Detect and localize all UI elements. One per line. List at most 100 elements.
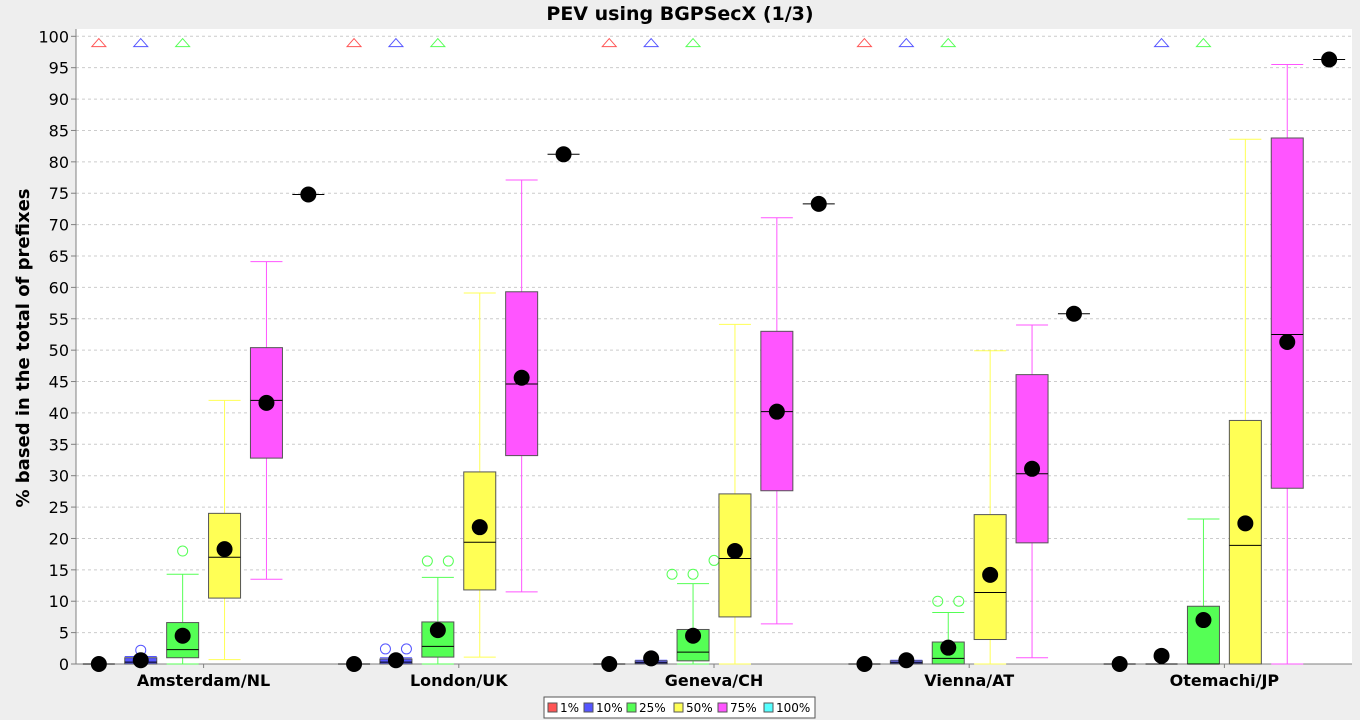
- legend-label: 10%: [596, 701, 623, 715]
- mean-point: [643, 650, 660, 667]
- chart-title: PEV using BGPSecX (1/3): [546, 3, 813, 25]
- mean-point: [174, 627, 191, 644]
- outlier: [666, 568, 678, 580]
- box-100pct-2: [802, 195, 835, 212]
- mean-point: [1153, 647, 1170, 664]
- legend-label: 75%: [730, 701, 757, 715]
- far-outlier: [387, 37, 405, 48]
- legend-label: 25%: [639, 701, 666, 715]
- legend-label: 100%: [776, 701, 810, 715]
- mean-point: [1065, 305, 1082, 322]
- box-50pct-3: [973, 350, 1007, 665]
- box-75pct-2: [760, 217, 794, 625]
- box-1pct-3: [848, 37, 881, 672]
- y-tick-label: 0: [59, 655, 69, 674]
- y-axis-label: % based in the total of prefixes: [13, 188, 34, 507]
- box-100pct-1: [547, 146, 580, 163]
- y-tick-label: 80: [49, 153, 69, 172]
- box-50pct-1: [463, 292, 497, 658]
- box-10pct-4: [1145, 37, 1178, 665]
- y-tick-label: 50: [49, 341, 69, 360]
- box-75pct-1: [505, 179, 539, 593]
- mean-point: [810, 195, 827, 212]
- legend: 1% 10% 25% 50% 75% 100%: [543, 696, 816, 719]
- box-10pct-3: [889, 37, 923, 669]
- far-outlier: [429, 37, 446, 48]
- far-outlier: [643, 37, 660, 48]
- mean-point: [132, 652, 149, 669]
- legend-label: 50%: [686, 701, 713, 715]
- mean-point: [471, 519, 488, 536]
- box-10pct-1: [379, 37, 413, 669]
- mean-point: [429, 622, 446, 639]
- outlier: [932, 595, 944, 607]
- mean-point: [300, 186, 317, 203]
- mean-point: [768, 403, 785, 420]
- far-outlier: [174, 37, 191, 48]
- far-outlier: [1195, 37, 1212, 48]
- plot-area: [76, 29, 1352, 664]
- mean-point: [555, 146, 572, 163]
- far-outlier: [90, 37, 107, 48]
- legend-swatch: [583, 702, 594, 713]
- mean-point: [940, 639, 957, 656]
- legend-swatch: [547, 702, 558, 713]
- box-25pct-3: [931, 37, 965, 665]
- y-tick-label: 90: [49, 90, 69, 109]
- mean-point: [1111, 656, 1128, 672]
- box: [1270, 137, 1304, 489]
- box-10pct-2: [634, 37, 668, 667]
- box-100pct-0: [292, 186, 325, 203]
- mean-point: [726, 543, 743, 560]
- legend-label: 1%: [560, 701, 579, 715]
- far-outlier: [898, 37, 915, 48]
- category-label: Vienna/AT: [924, 671, 1014, 690]
- y-tick-label: 30: [49, 467, 69, 486]
- mean-point: [258, 394, 275, 411]
- far-outlier: [132, 37, 149, 48]
- y-tick-label: 100: [38, 27, 69, 46]
- far-outlier: [684, 37, 702, 48]
- box-50pct-0: [208, 399, 242, 661]
- outlier: [177, 545, 189, 557]
- mean-point: [1195, 612, 1212, 629]
- box-1pct-0: [82, 37, 115, 672]
- y-tick-label: 70: [49, 216, 69, 235]
- box-50pct-4: [1228, 138, 1262, 665]
- legend-swatch: [626, 702, 637, 713]
- mean-point: [685, 627, 702, 644]
- mean-point: [601, 656, 618, 672]
- box-50pct-2: [718, 323, 752, 665]
- y-tick-label: 35: [49, 435, 69, 454]
- category-label: Amsterdam/NL: [137, 671, 270, 690]
- y-tick-label: 10: [49, 592, 69, 611]
- y-tick-label: 45: [49, 373, 69, 392]
- y-tick-label: 65: [49, 247, 69, 266]
- y-tick-label: 40: [49, 404, 69, 423]
- box-25pct-2: [666, 37, 720, 665]
- mean-point: [1024, 460, 1041, 477]
- outlier: [442, 555, 454, 567]
- mean-point: [898, 652, 915, 669]
- far-outlier: [601, 37, 618, 48]
- mean-point: [387, 652, 404, 669]
- category-label: London/UK: [410, 671, 508, 690]
- far-outlier: [345, 37, 363, 48]
- box-25pct-4: [1186, 37, 1220, 665]
- grid-lines: [76, 35, 1352, 634]
- y-tick-label: 20: [49, 529, 69, 548]
- far-outlier: [1153, 37, 1170, 48]
- mean-point: [1279, 333, 1296, 350]
- mean-point: [513, 369, 530, 386]
- legend-swatch: [763, 702, 774, 713]
- box-25pct-0: [166, 37, 200, 665]
- y-tick-label: 60: [49, 278, 69, 297]
- box-75pct-3: [1015, 324, 1049, 659]
- outlier: [421, 555, 433, 567]
- mean-point: [90, 656, 107, 672]
- legend-swatch: [673, 702, 684, 713]
- box-1pct-1: [338, 37, 371, 672]
- axes: 0 5 10 15 20 25 30 35 40 45 50 55 60 65 70 75 80 85 90 95 10…: [38, 27, 1352, 690]
